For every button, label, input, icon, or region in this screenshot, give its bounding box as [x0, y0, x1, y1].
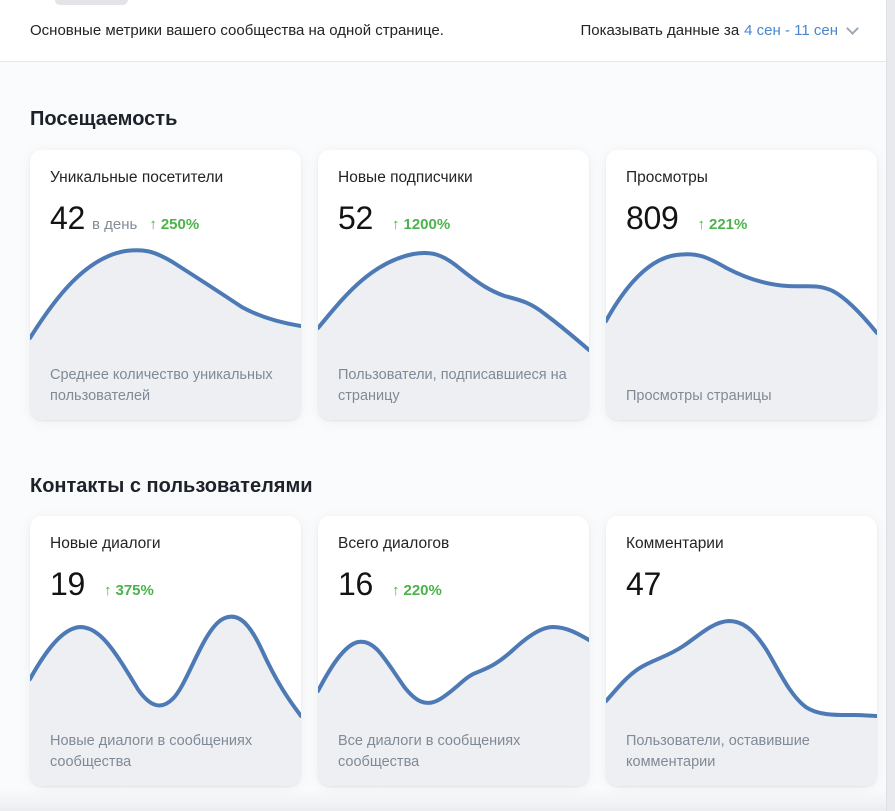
- sparkline-fill: [318, 252, 589, 420]
- cutoff-element: [55, 0, 128, 5]
- metric-delta: ↑ 220%: [392, 582, 442, 599]
- metric-value: 16: [338, 566, 373, 602]
- main-content: Посещаемость Уникальные посетители 42 в …: [0, 107, 895, 786]
- card-description: Новые диалоги в сообщениях сообщества: [50, 733, 253, 770]
- metric-card-views[interactable]: Просмотры 809 ↑ 221% Просмотры страницы: [606, 150, 877, 420]
- metric-delta: ↑ 375%: [104, 582, 154, 599]
- up-arrow-icon: ↑: [697, 216, 706, 233]
- sparkline-line: [606, 619, 877, 718]
- date-range-value[interactable]: 4 сен - 11 сен: [744, 22, 838, 39]
- page-edge-strip: [886, 0, 895, 811]
- date-range-selector[interactable]: Показывать данные за 4 сен - 11 сен: [580, 21, 859, 39]
- dashboard-subtitle: Основные метрики вашего сообщества на од…: [30, 22, 444, 39]
- sparkline-line: [318, 250, 589, 352]
- delta-percent: 375%: [115, 582, 154, 599]
- up-arrow-icon: ↑: [104, 582, 112, 599]
- card-title: Новые диалоги: [50, 535, 161, 552]
- date-range-label: Показывать данные за: [580, 22, 740, 39]
- header-bar: Основные метрики вашего сообщества на од…: [0, 0, 895, 62]
- metric-card-total-dialogs[interactable]: Всего диалогов 16 ↑ 220% Все диалоги в с…: [318, 516, 589, 786]
- sparkline-chart: [318, 625, 589, 786]
- sparkline-chart: [318, 250, 589, 420]
- chevron-down-icon: [846, 21, 859, 35]
- metric-value: 809: [626, 200, 679, 236]
- up-arrow-icon: ↑: [392, 216, 400, 233]
- cards-row-visits: Уникальные посетители 42 в день ↑ 250% С…: [30, 150, 877, 420]
- card-description: Просмотры страницы: [626, 388, 772, 404]
- metric-card-new-dialogs[interactable]: Новые диалоги 19 ↑ 375% Новые диалоги в …: [30, 516, 301, 786]
- metric-delta: ↑ 250%: [149, 216, 199, 233]
- sparkline-chart: [606, 619, 877, 786]
- delta-percent: 220%: [403, 582, 442, 599]
- sparkline-line: [30, 248, 301, 340]
- sparkline-fill: [606, 254, 877, 420]
- up-arrow-icon: ↑: [392, 582, 400, 599]
- sparkline-chart: [30, 614, 301, 786]
- metric-value: 42: [50, 200, 85, 236]
- sparkline-chart: [606, 252, 877, 420]
- sparkline-line: [318, 625, 589, 705]
- card-title: Уникальные посетители: [50, 169, 224, 186]
- card-title: Новые подписчики: [338, 169, 473, 186]
- metric-card-new-subscribers[interactable]: Новые подписчики 52 ↑ 1200% Пользователи…: [318, 150, 589, 420]
- sparkline-line: [606, 252, 877, 335]
- sparkline-fill: [318, 627, 589, 786]
- delta-percent: 221%: [709, 216, 748, 233]
- card-description: Пользователи, оставившие комментарии: [626, 733, 810, 770]
- card-description: Среднее количество уникальных пользовате…: [50, 367, 273, 404]
- metric-unit: в день: [92, 216, 138, 233]
- up-arrow-icon: ↑: [149, 216, 157, 233]
- metric-card-comments[interactable]: Комментарии 47 Пользователи, оставившие …: [606, 516, 877, 786]
- sparkline-fill: [606, 621, 877, 786]
- section-title-visits: Посещаемость: [30, 108, 178, 130]
- metric-card-unique-visitors[interactable]: Уникальные посетители 42 в день ↑ 250% С…: [30, 150, 301, 420]
- metric-value: 52: [338, 200, 373, 236]
- sparkline-fill: [30, 250, 301, 420]
- delta-percent: 1200%: [403, 216, 451, 233]
- card-title: Всего диалогов: [338, 535, 450, 552]
- sparkline-fill: [30, 616, 301, 786]
- card-title: Просмотры: [626, 169, 708, 186]
- bottom-fade: [0, 789, 887, 811]
- cards-row-contacts: Новые диалоги 19 ↑ 375% Новые диалоги в …: [30, 516, 877, 786]
- section-title-contacts: Контакты с пользователями: [30, 475, 313, 497]
- delta-percent: 250%: [160, 216, 200, 233]
- card-description: Все диалоги в сообщениях сообщества: [338, 733, 521, 770]
- metric-value: 47: [626, 566, 661, 602]
- metric-value: 19: [50, 566, 85, 602]
- card-description: Пользователи, подписавшиеся на страницу: [338, 367, 567, 404]
- sparkline-chart: [30, 248, 301, 420]
- metric-delta: ↑ 1200%: [392, 216, 450, 233]
- sparkline-line: [30, 614, 301, 718]
- card-title: Комментарии: [626, 535, 724, 552]
- metric-delta: ↑ 221%: [698, 216, 748, 233]
